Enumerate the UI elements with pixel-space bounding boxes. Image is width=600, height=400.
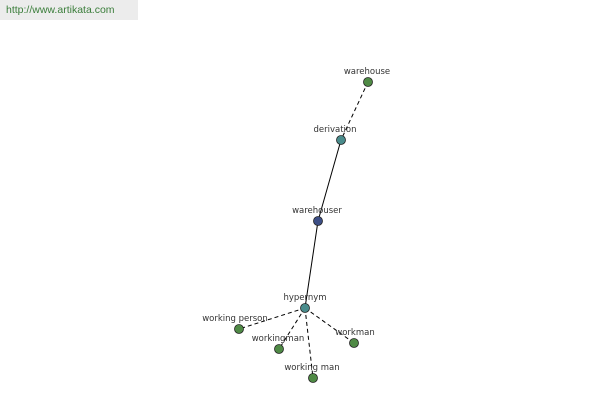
- node-label: working person: [202, 314, 268, 324]
- node[interactable]: [313, 216, 323, 226]
- node[interactable]: [349, 338, 359, 348]
- node-label: warehouse: [344, 67, 390, 77]
- edge: [340, 81, 369, 141]
- node[interactable]: [274, 344, 284, 354]
- node-label: workingman: [252, 334, 305, 344]
- node[interactable]: [363, 77, 373, 87]
- node[interactable]: [336, 135, 346, 145]
- edge: [278, 307, 306, 350]
- node-label: workman: [335, 328, 374, 338]
- edge: [238, 307, 306, 330]
- edge: [304, 307, 314, 379]
- node[interactable]: [308, 373, 318, 383]
- url-link[interactable]: http://www.artikata.com: [6, 4, 115, 16]
- node-label: derivation: [313, 125, 356, 135]
- edge: [304, 220, 319, 309]
- node[interactable]: [234, 324, 244, 334]
- node-label: working man: [284, 363, 339, 373]
- edges: [238, 81, 369, 379]
- header: http://www.artikata.com: [0, 0, 138, 20]
- node-label: hypernym: [283, 293, 326, 303]
- node-label: warehouser: [292, 206, 342, 216]
- node-group: warehouse derivation warehouser hypernym…: [202, 67, 390, 383]
- edge: [304, 307, 355, 344]
- node[interactable]: [300, 303, 310, 313]
- edge: [317, 139, 342, 222]
